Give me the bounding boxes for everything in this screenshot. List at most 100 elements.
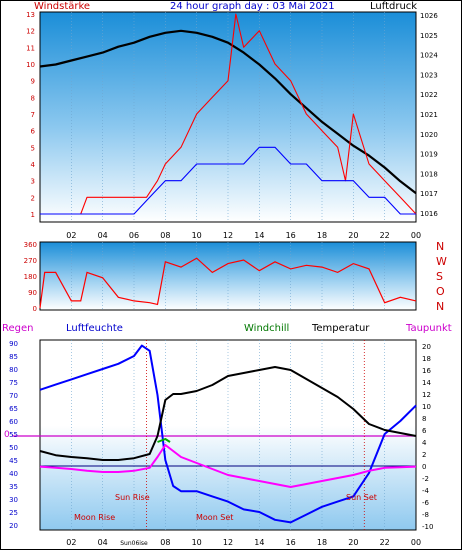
temperature-y-right-tick: 14 [422, 379, 431, 387]
temperature-y-left-tick: 75 [9, 379, 18, 387]
temperature-x-tick: 14 [254, 538, 264, 547]
temperature-plot-area [39, 339, 417, 531]
temperature-y-right-tick: 0 [422, 463, 426, 471]
temperature-y-left-tick: 40 [9, 470, 18, 478]
wind-y-left-tick: 11 [26, 44, 35, 52]
temperature-y-right-tick: 18 [422, 355, 431, 363]
temperature-x-tick: 00 [411, 538, 421, 547]
sun-rise-annotation: Sun Rise [115, 493, 150, 502]
temperature-y-right-tick: 8 [422, 415, 426, 423]
temperature-y-right-tick: -6 [422, 499, 430, 507]
zero-ref-label: 0 [4, 430, 10, 440]
temperature-reference-lines [12, 340, 416, 530]
wind-y-right-tick: 1018 [420, 170, 438, 178]
moon-set-annotation: Moon Set [196, 513, 233, 522]
temperature-series-temperatur [39, 366, 417, 461]
temperature-x-tick: 02 [66, 538, 76, 547]
taupunkt-label: Taupunkt [405, 323, 452, 334]
temperature-x-tick: 22 [380, 538, 390, 547]
graph-title: 24 hour graph day : 03 Mai 2021 [170, 1, 335, 12]
sun-set-annotation: Sun Set [346, 493, 377, 502]
temperature-x-tick: 20 [348, 538, 358, 547]
temperature-x-tick: 04 [98, 538, 108, 547]
wind-x-tick: 04 [98, 231, 108, 240]
wind-x-tick: 06 [129, 231, 139, 240]
wind-y-right-tick: 1026 [420, 12, 438, 20]
temperature-y-left-tick: 25 [9, 509, 18, 517]
direction-series-line [39, 257, 417, 309]
temperature-y-right-tick: -4 [422, 487, 430, 495]
temperature-y-left-tick: 60 [9, 418, 18, 426]
wind-x-tick: 18 [317, 231, 327, 240]
temperature-x-tick: 08 [160, 538, 170, 547]
wind-y-right-tick: 1021 [420, 111, 438, 119]
temperature-y-left-tick: 45 [9, 457, 18, 465]
temperature-y-left-ticks: 20 25 30 35 40 45 50 55 60 65 70 75 80 85 90 [9, 340, 18, 530]
wind-y-right-tick: 1016 [420, 210, 438, 218]
wind-series [39, 13, 417, 215]
wind-x-tick: 02 [66, 231, 76, 240]
temperature-y-left-tick: 35 [9, 483, 18, 491]
temperature-y-right-tick: 12 [422, 391, 431, 399]
temperature-y-left-tick: 65 [9, 405, 18, 413]
moon-rise-annotation: Moon Rise [74, 513, 115, 522]
wind-y-left-tick: 12 [26, 28, 35, 36]
wind-y-right-tick: 1023 [420, 71, 438, 79]
direction-y-ticks: 0 90 180 270 360 [24, 241, 37, 313]
direction-series [39, 257, 417, 309]
temperature-y-left-tick: 30 [9, 496, 18, 504]
temperature-y-left-tick: 80 [9, 366, 18, 374]
wind-right-label: Luftdruck [370, 1, 417, 12]
wind-x-tick: 16 [286, 231, 296, 240]
wind-y-left-tick: 4 [31, 161, 36, 169]
regen-label: Regen [2, 323, 34, 334]
temperatur-label: Temperatur [311, 323, 370, 334]
wind-y-right-tick: 1019 [420, 151, 438, 159]
temperature-series [39, 344, 417, 524]
windchill-label: Windchill [244, 323, 289, 334]
temperature-y-left-tick: 55 [9, 431, 18, 439]
temperature-x-tick: 16 [286, 538, 296, 547]
wind-y-right-tick: 1017 [420, 190, 438, 198]
temperature-y-left-tick: 85 [9, 353, 18, 361]
wind-x-tick: 08 [160, 231, 170, 240]
wind-y-right-tick: 1024 [420, 52, 438, 60]
temperature-y-right-tick: 20 [422, 343, 431, 351]
temperature-series-windchill [157, 438, 171, 443]
temperature-y-right-tick: 6 [422, 427, 427, 435]
temperature-y-right-tick: -8 [422, 511, 429, 519]
wind-series-böen [40, 13, 417, 215]
compass-label: O [436, 285, 445, 298]
temperature-x-tick: Sun06ise [120, 540, 148, 547]
wind-y-left-tick: 3 [31, 178, 35, 186]
direction-y-tick: 0 [33, 305, 37, 313]
temperature-x-ticks: 02 04 Sun06ise 08 10 12 14 16 18 20 22 00 [66, 538, 421, 547]
temperature-y-right-tick: -10 [422, 523, 433, 531]
compass-label: W [436, 255, 447, 268]
wind-y-left-tick: 6 [31, 128, 36, 136]
wind-y-left-tick: 7 [31, 111, 35, 119]
compass-label: N [436, 300, 444, 313]
wind-x-tick: 20 [348, 231, 358, 240]
wind-y-right-tick: 1025 [420, 32, 438, 40]
temperature-y-left-tick: 20 [9, 522, 18, 530]
wind-series-mittel [40, 146, 416, 215]
temperature-y-right-tick: 2 [422, 451, 426, 459]
wind-y-left-tick: 13 [26, 11, 35, 19]
direction-y-tick: 90 [28, 289, 37, 297]
wind-x-tick: 14 [254, 231, 264, 240]
temperature-y-left-tick: 70 [9, 392, 18, 400]
temperature-y-right-tick: 16 [422, 367, 431, 375]
wind-x-ticks: 02 04 06 08 10 12 14 16 18 20 22 00 [66, 231, 421, 240]
temperature-y-right-ticks: -10 -8 -6 -4 -2 0 2 4 6 8 10 12 14 16 18 20 [422, 343, 433, 531]
temperature-y-right-tick: -2 [422, 475, 429, 483]
wind-x-tick: 22 [380, 231, 390, 240]
temperature-series-luftfeuchte [39, 344, 417, 524]
wind-y-right-ticks: 1016 1017 1018 1019 1020 1021 1022 1023 1024 1025… [420, 12, 438, 218]
direction-y-tick: 360 [24, 241, 37, 249]
direction-y-tick: 270 [24, 257, 37, 265]
temperature-x-tick: 10 [192, 538, 202, 547]
temperature-y-left-tick: 90 [9, 340, 18, 348]
